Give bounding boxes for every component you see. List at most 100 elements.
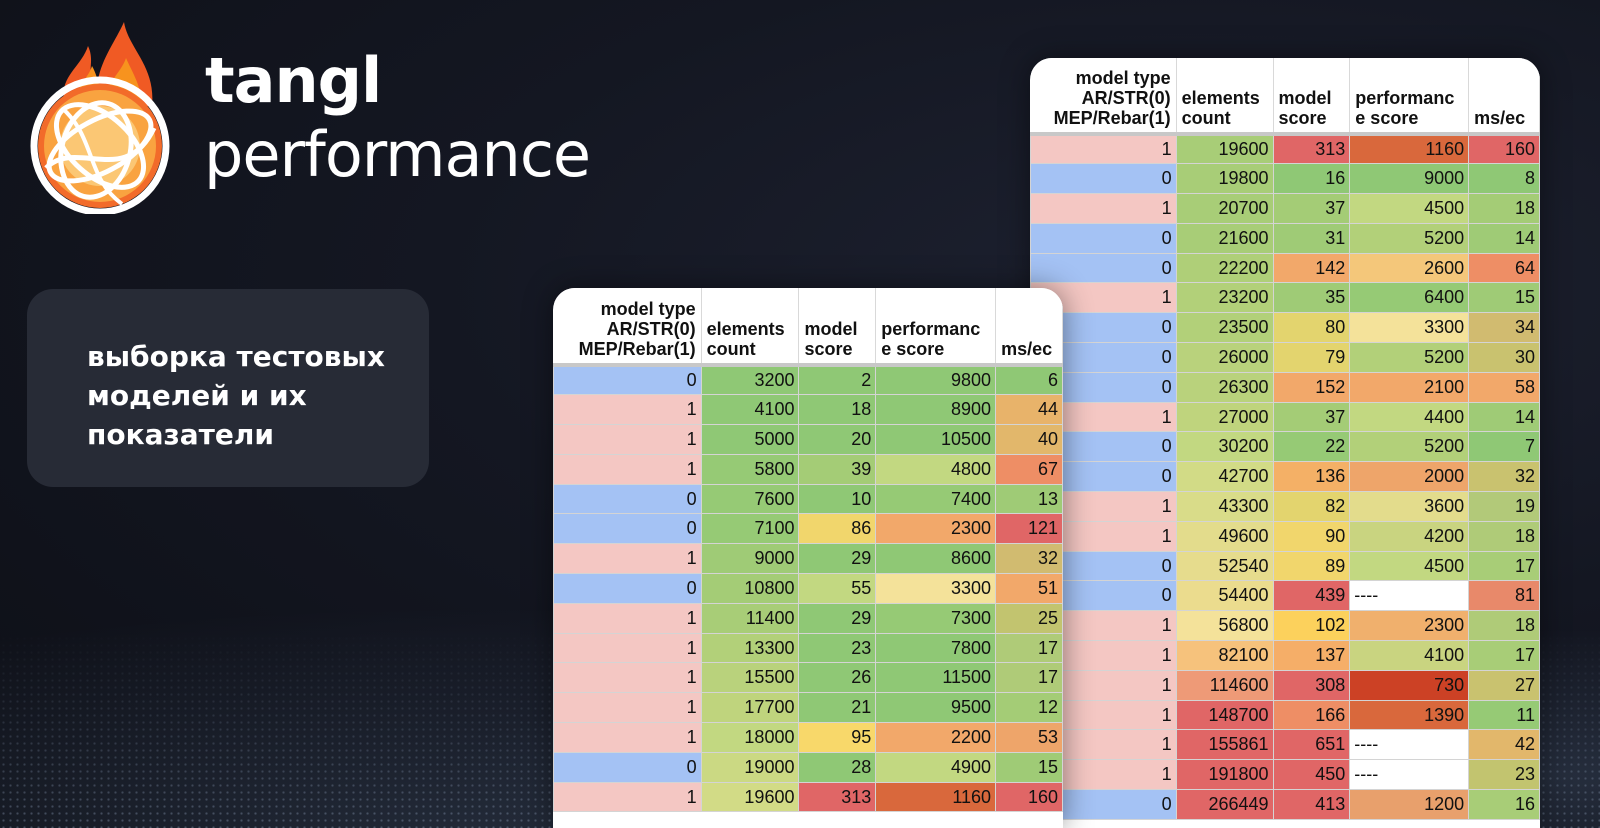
table-cell[interactable]: 15500 — [700, 662, 800, 694]
table-cell[interactable]: 23 — [798, 632, 877, 664]
table-cell[interactable]: 1 — [1030, 193, 1177, 224]
table-cell[interactable]: 11400 — [700, 602, 800, 634]
table-cell[interactable]: 7 — [1468, 431, 1540, 463]
table-cell[interactable]: 2600 — [1349, 252, 1470, 284]
table-cell[interactable]: 730 — [1349, 669, 1470, 701]
table-cell[interactable]: 114600 — [1175, 669, 1274, 701]
table-cell[interactable]: 90 — [1272, 520, 1351, 552]
table-cell[interactable]: 439 — [1272, 580, 1351, 612]
table-cell[interactable]: 31 — [1272, 222, 1351, 254]
table-cell[interactable]: 2 — [798, 364, 877, 396]
table-cell[interactable]: 160 — [1468, 133, 1540, 165]
table-cell[interactable]: 17 — [995, 632, 1063, 664]
table-cell[interactable]: 0 — [553, 483, 702, 515]
table-cell[interactable]: 160 — [995, 781, 1063, 813]
table-cell[interactable]: 1 — [553, 602, 702, 634]
table-cell[interactable]: 29 — [798, 602, 877, 634]
table-cell[interactable]: 86 — [798, 513, 877, 545]
table-cell[interactable]: 308 — [1272, 669, 1351, 701]
table-cell[interactable]: 102 — [1272, 610, 1351, 642]
table-cell[interactable]: 1 — [553, 632, 702, 664]
table-cell[interactable]: 1200 — [1349, 789, 1470, 820]
table-cell[interactable]: 37 — [1272, 193, 1351, 224]
table-cell[interactable]: 8 — [1468, 163, 1540, 195]
table-cell[interactable]: 10800 — [700, 573, 800, 604]
table-cell[interactable]: 22200 — [1175, 252, 1274, 284]
table-cell[interactable]: 17 — [1468, 640, 1540, 671]
table-cell[interactable]: 13300 — [700, 632, 800, 664]
table-cell[interactable]: ---- — [1349, 580, 1470, 612]
table-cell[interactable]: 5000 — [700, 424, 800, 455]
table-cell[interactable]: 1 — [1030, 133, 1177, 165]
table-cell[interactable]: 7800 — [875, 632, 997, 664]
table-cell[interactable]: 89 — [1272, 550, 1351, 582]
table-cell[interactable]: 8900 — [875, 394, 997, 426]
table-cell[interactable]: 42 — [1468, 729, 1540, 761]
table-cell[interactable]: 8600 — [875, 543, 997, 575]
table-cell[interactable]: 19000 — [700, 751, 800, 783]
table-cell[interactable]: 14 — [1468, 401, 1540, 433]
table-cell[interactable]: 18000 — [700, 722, 800, 753]
table-cell[interactable]: 1 — [553, 394, 702, 426]
table-cell[interactable]: 121 — [995, 513, 1063, 545]
table-cell[interactable]: 29 — [798, 543, 877, 575]
table-cell[interactable]: 95 — [798, 722, 877, 753]
table-cell[interactable]: 1160 — [875, 781, 997, 813]
table-cell[interactable]: 3200 — [700, 364, 800, 396]
table-cell[interactable]: 17700 — [700, 692, 800, 724]
table-cell[interactable]: 43300 — [1175, 491, 1274, 522]
table-cell[interactable]: 5200 — [1349, 431, 1470, 463]
table-cell[interactable]: 4500 — [1349, 550, 1470, 582]
table-cell[interactable]: 17 — [995, 662, 1063, 694]
table-cell[interactable]: 7100 — [700, 513, 800, 545]
table-cell[interactable]: 19800 — [1175, 163, 1274, 195]
table-cell[interactable]: 19600 — [1175, 133, 1274, 165]
table-cell[interactable]: 81 — [1468, 580, 1540, 612]
table-cell[interactable]: ---- — [1349, 729, 1470, 761]
table-cell[interactable]: 5200 — [1349, 342, 1470, 373]
table-cell[interactable]: 18 — [1468, 193, 1540, 224]
table-cell[interactable]: 15 — [995, 751, 1063, 783]
table-cell[interactable]: 152 — [1272, 371, 1351, 403]
table-cell[interactable]: 2300 — [1349, 610, 1470, 642]
table-cell[interactable]: 26 — [798, 662, 877, 694]
table-cell[interactable]: 413 — [1272, 789, 1351, 820]
table-cell[interactable]: 67 — [995, 453, 1063, 485]
table-cell[interactable]: 2000 — [1349, 461, 1470, 493]
table-cell[interactable]: 15 — [1468, 282, 1540, 314]
table-cell[interactable]: 53 — [995, 722, 1063, 753]
table-cell[interactable]: 450 — [1272, 759, 1351, 791]
table-cell[interactable]: 136 — [1272, 461, 1351, 493]
table-cell[interactable]: 0 — [1030, 163, 1177, 195]
table-cell[interactable]: 12 — [995, 692, 1063, 724]
table-cell[interactable]: 17 — [1468, 550, 1540, 582]
table-cell[interactable]: 16 — [1272, 163, 1351, 195]
table-cell[interactable]: 1 — [553, 692, 702, 724]
table-cell[interactable]: 80 — [1272, 312, 1351, 344]
table-cell[interactable]: 155861 — [1175, 729, 1274, 761]
table-cell[interactable]: 7600 — [700, 483, 800, 515]
table-cell[interactable]: ---- — [1349, 759, 1470, 791]
table-cell[interactable]: 0 — [1030, 252, 1177, 284]
table-cell[interactable]: 82 — [1272, 491, 1351, 522]
table-cell[interactable]: 2300 — [875, 513, 997, 545]
table-cell[interactable]: 64 — [1468, 252, 1540, 284]
table-cell[interactable]: 10500 — [875, 424, 997, 455]
table-cell[interactable]: 11500 — [875, 662, 997, 694]
table-cell[interactable]: 58 — [1468, 371, 1540, 403]
table-cell[interactable]: 49600 — [1175, 520, 1274, 552]
table-cell[interactable]: 9800 — [875, 364, 997, 396]
table-cell[interactable]: 22 — [1272, 431, 1351, 463]
table-cell[interactable]: 313 — [798, 781, 877, 813]
table-cell[interactable]: 27 — [1468, 669, 1540, 701]
table-cell[interactable]: 1 — [553, 662, 702, 694]
table-cell[interactable]: 137 — [1272, 640, 1351, 671]
table-cell[interactable]: 2200 — [875, 722, 997, 753]
table-cell[interactable]: 0 — [553, 573, 702, 604]
table-cell[interactable]: 39 — [798, 453, 877, 485]
table-cell[interactable]: 51 — [995, 573, 1063, 604]
table-cell[interactable]: 191800 — [1175, 759, 1274, 791]
table-cell[interactable]: 3600 — [1349, 491, 1470, 522]
table-cell[interactable]: 1 — [553, 424, 702, 455]
table-cell[interactable]: 26000 — [1175, 342, 1274, 373]
